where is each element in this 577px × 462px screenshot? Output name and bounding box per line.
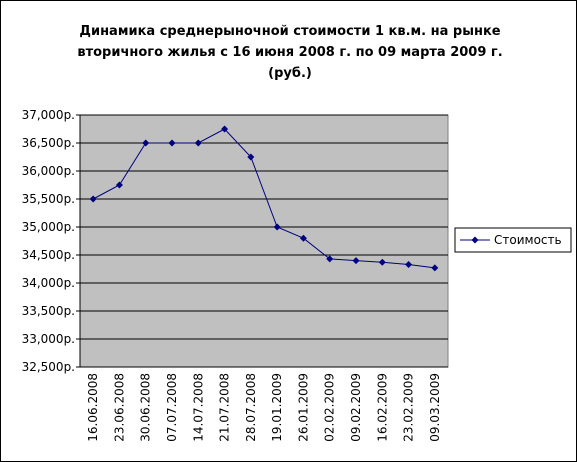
data-point: [89, 195, 97, 203]
y-tick-label: 33,500р.: [22, 304, 75, 318]
x-tick-label: 02.02.2009: [323, 373, 337, 442]
data-point: [431, 264, 439, 272]
x-tick-label: 16.06.2008: [86, 373, 100, 442]
chart-title: (руб.): [268, 66, 312, 81]
x-tick-label: 14.07.2008: [191, 373, 205, 442]
data-point: [115, 181, 123, 189]
y-tick-label: 35,500р.: [22, 192, 75, 206]
data-point: [273, 223, 281, 231]
x-tick-label: 30.06.2008: [139, 373, 153, 442]
data-point: [221, 125, 229, 133]
chart-title: вторичного жилья с 16 июня 2008 г. по 09…: [77, 45, 502, 60]
x-tick-label: 07.07.2008: [165, 373, 179, 442]
legend-marker: [471, 236, 479, 244]
data-point: [405, 261, 413, 269]
data-point: [299, 234, 307, 242]
plot-area: [79, 114, 449, 368]
data-point: [352, 257, 360, 265]
y-tick-label: 37,000р.: [22, 108, 75, 122]
data-point: [142, 139, 150, 147]
y-tick-label: 34,000р.: [22, 276, 75, 290]
y-tick-label: 36,000р.: [22, 164, 75, 178]
data-point: [247, 153, 255, 161]
x-tick-label: 21.07.2008: [218, 373, 232, 442]
y-tick-label: 32,500р.: [22, 360, 75, 374]
x-tick-label: 09.02.2009: [349, 373, 363, 442]
x-tick-label: 23.02.2009: [402, 373, 416, 442]
data-point: [168, 139, 176, 147]
y-tick-label: 35,000р.: [22, 220, 75, 234]
y-tick-label: 36,500р.: [22, 136, 75, 150]
data-point: [378, 258, 386, 266]
x-tick-label: 19.01.2009: [270, 373, 284, 442]
x-tick-label: 28.07.2008: [244, 373, 258, 442]
data-point: [326, 255, 334, 263]
legend-label: Стоимость: [494, 233, 562, 247]
series-line: [92, 128, 435, 269]
x-tick-label: 16.02.2009: [375, 373, 389, 442]
x-tick-label: 26.01.2009: [296, 373, 310, 442]
chart-title: Динамика среднерыночной стоимости 1 кв.м…: [79, 24, 500, 39]
y-tick-label: 34,500р.: [22, 248, 75, 262]
x-tick-label: 09.03.2009: [428, 373, 442, 442]
data-point: [194, 139, 202, 147]
y-tick-label: 33,000р.: [22, 332, 75, 346]
x-tick-label: 23.06.2008: [112, 373, 126, 442]
